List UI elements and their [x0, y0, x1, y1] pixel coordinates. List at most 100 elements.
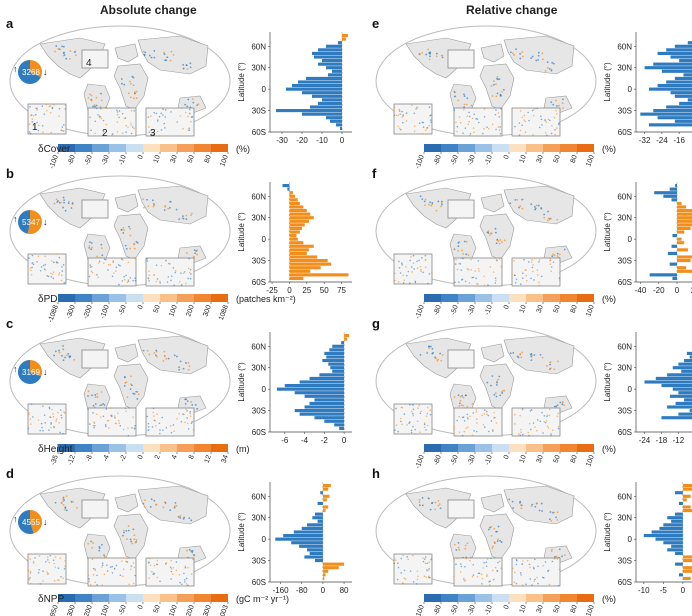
inset-pixel — [468, 282, 471, 284]
inset-pixel — [410, 266, 413, 268]
change-pixel — [497, 538, 500, 541]
change-pixel — [186, 400, 189, 403]
inset-pixel — [162, 108, 164, 111]
inset-pixel — [416, 420, 419, 423]
inset-pixel — [458, 116, 461, 118]
inset-pixel — [58, 422, 60, 424]
change-pixel — [175, 504, 178, 507]
change-pixel — [487, 230, 490, 233]
colorbar-tick-label: -50 — [450, 304, 460, 316]
colorbar-segment — [543, 444, 560, 452]
latitude-bar — [657, 83, 692, 88]
inset-pixel — [469, 415, 471, 418]
change-pixel — [428, 203, 430, 206]
inset-pixel — [60, 414, 63, 417]
inset-pixel — [482, 132, 484, 135]
change-pixel — [499, 394, 502, 397]
inset-pixel — [415, 583, 418, 585]
change-pixel — [98, 545, 101, 548]
inset-pixel — [89, 266, 92, 268]
change-pixel — [169, 59, 172, 62]
inset-pixel — [522, 272, 524, 275]
inset-pixel — [99, 115, 102, 118]
change-pixel — [546, 61, 549, 64]
pie-label-positive: 45 — [22, 518, 31, 527]
inset-pixel — [60, 279, 63, 282]
change-pixel — [64, 356, 66, 359]
latitude-bar — [666, 105, 692, 109]
change-pixel — [558, 253, 561, 256]
inset-pixel — [466, 416, 469, 419]
colorbar-tick-label: -80 — [433, 154, 443, 166]
inset-pixel — [488, 580, 490, 583]
change-pixel — [556, 105, 558, 107]
change-pixel — [558, 548, 561, 551]
inset-pixel — [129, 277, 132, 279]
inset-box — [453, 557, 503, 587]
inset-pixel — [454, 281, 457, 284]
inset-pixel — [154, 419, 156, 422]
change-pixel — [512, 351, 515, 354]
inset-pixel — [549, 263, 552, 265]
change-pixel — [143, 506, 146, 508]
change-pixel — [453, 91, 456, 94]
colorbar-tick-label: 12 — [204, 454, 213, 464]
inset-pixel — [463, 108, 465, 111]
change-pixel — [460, 404, 463, 406]
change-pixel — [130, 96, 132, 99]
latitude-bar — [289, 194, 296, 198]
colorbar-tick-label: 200 — [185, 604, 196, 616]
colorbar-tick-label: 50 — [153, 304, 162, 314]
inset-pixel — [31, 254, 34, 257]
colorbar-tick-label: 80 — [570, 154, 579, 164]
colorbar-segment — [424, 444, 441, 452]
inset-pixel — [188, 257, 190, 260]
inset-pixel — [153, 564, 156, 567]
latitude-bar — [682, 505, 691, 509]
change-pixel — [62, 359, 65, 362]
colorbar-segment — [458, 444, 475, 452]
inset-pixel — [426, 562, 429, 565]
change-pixel — [491, 547, 494, 550]
change-pixel — [185, 214, 188, 217]
y-tick-label: 30N — [251, 364, 266, 373]
colorbar-segment — [160, 594, 177, 602]
x-tick-label: -4 — [301, 436, 309, 445]
inset-pixel — [403, 569, 406, 572]
inset-pixel — [428, 568, 430, 570]
change-pixel — [100, 391, 103, 393]
colorbar-segment — [126, 594, 143, 602]
colorbar-tick-label: -1088 — [47, 304, 60, 323]
change-pixel — [558, 104, 560, 107]
change-pixel — [182, 63, 185, 66]
inset-pixel — [405, 120, 408, 122]
inset-pixel — [542, 432, 544, 434]
inset-pixel — [478, 572, 481, 575]
y-tick-label: 60S — [618, 428, 632, 437]
change-pixel — [495, 395, 498, 398]
inset-pixel — [422, 557, 424, 560]
change-pixel — [179, 515, 182, 517]
inset-pixel — [548, 583, 551, 586]
inset-pixel — [58, 579, 60, 581]
inset-pixel — [528, 563, 531, 566]
inset-pixel — [172, 424, 175, 426]
change-pixel — [130, 375, 132, 378]
change-pixel — [464, 547, 467, 550]
colorbar-tick-label: 100 — [168, 604, 179, 616]
colorbar-tick-label: -8 — [85, 454, 94, 462]
inset-pixel — [96, 107, 98, 110]
change-pixel — [72, 500, 74, 503]
inset-pixel — [155, 280, 158, 283]
latitude-bar — [682, 487, 692, 491]
inset-pixel — [116, 111, 119, 113]
change-pixel — [179, 360, 182, 363]
change-pixel — [186, 105, 189, 108]
colorbar-tick-label: -10 — [484, 454, 494, 466]
change-pixel — [53, 202, 56, 205]
inset-pixel — [156, 120, 159, 123]
latitude-bar — [304, 405, 345, 409]
colorbar-segment — [543, 594, 560, 602]
inset-pixel — [559, 272, 561, 275]
inset-pixel — [128, 583, 130, 586]
